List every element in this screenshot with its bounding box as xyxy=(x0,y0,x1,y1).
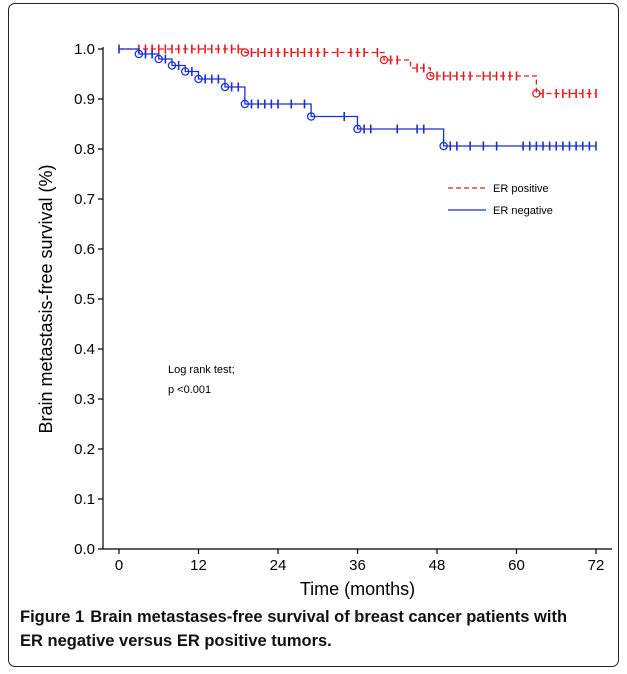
er-negative-event-marker xyxy=(180,67,190,76)
caption-label: Figure 1 xyxy=(20,608,85,626)
x-tick-label: 48 xyxy=(429,557,446,574)
er-negative-event-marker xyxy=(306,112,316,121)
y-tick-label: 0.8 xyxy=(74,141,95,158)
legend-label-er-negative: ER negative xyxy=(493,205,553,217)
y-tick-label: 0.9 xyxy=(74,91,95,108)
x-tick-label: 0 xyxy=(115,557,123,574)
er-negative-event-marker xyxy=(220,82,230,92)
y-tick-label: 0.5 xyxy=(74,291,95,308)
er-positive-event-marker xyxy=(240,48,250,57)
x-tick-label: 72 xyxy=(588,557,605,574)
y-tick-label: 0.2 xyxy=(74,441,95,458)
x-tick-label: 60 xyxy=(508,557,525,574)
er-negative-event-marker xyxy=(194,74,203,84)
y-tick-label: 0.1 xyxy=(74,491,95,508)
x-tick-label: 24 xyxy=(270,557,287,574)
er-negative-step-line xyxy=(119,48,596,147)
figure-caption: Figure 1 Brain metastases-free survival o… xyxy=(20,605,580,653)
y-axis-title: Brain metastasis-free survival (%) xyxy=(36,164,56,433)
x-tick-label: 36 xyxy=(349,557,366,574)
legend-label-er-positive: ER positive xyxy=(493,183,549,195)
er-positive-step-line xyxy=(119,48,596,95)
er-negative-event-marker xyxy=(134,49,144,59)
annotation-text: Log rank test; xyxy=(168,364,235,376)
er-negative-event-marker xyxy=(167,61,177,70)
er-negative-event-marker xyxy=(353,124,362,134)
y-tick-label: 0.6 xyxy=(74,241,95,258)
annotation-text: p <0.001 xyxy=(168,384,211,396)
y-tick-label: 0.4 xyxy=(74,341,95,358)
x-tick-label: 12 xyxy=(190,557,207,574)
er-negative-event-marker xyxy=(154,54,163,64)
survival-chart: 0.0 0.1 0.2 0.3 0.4 0.5 0.6 0.7 0.8 0.9 1.0 0 12 24 36… xyxy=(36,41,612,599)
y-tick-label: 1.0 xyxy=(74,41,95,58)
er-negative-event-marker xyxy=(439,141,448,151)
y-tick-label: 0.0 xyxy=(74,541,95,558)
er-positive-event-marker xyxy=(532,89,541,98)
er-positive-event-marker xyxy=(379,55,389,65)
er-positive-event-marker xyxy=(426,71,435,81)
caption-text: Brain metastases-free survival of breast… xyxy=(20,608,568,650)
y-tick-label: 0.3 xyxy=(74,391,95,408)
er-negative-event-marker xyxy=(240,99,250,109)
y-tick-label: 0.7 xyxy=(74,191,95,208)
x-axis-title: Time (months) xyxy=(300,579,415,599)
